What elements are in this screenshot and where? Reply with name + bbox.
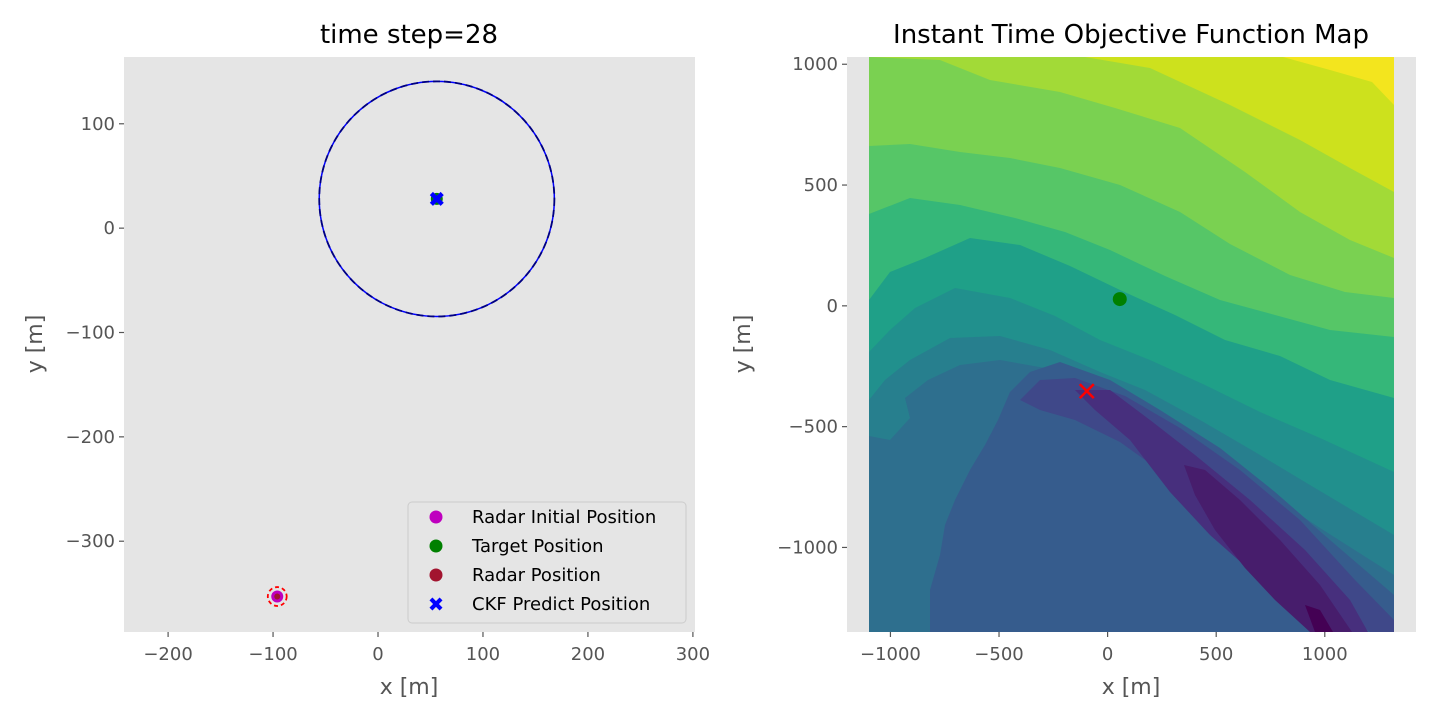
right-plot-xlabel: x [m] bbox=[1102, 675, 1161, 700]
legend-swatch bbox=[429, 510, 443, 524]
legend-label: Radar Position bbox=[472, 565, 601, 586]
x-tick-label: 0 bbox=[1102, 644, 1113, 665]
x-tick-label: 100 bbox=[466, 644, 500, 665]
x-tick-label: 300 bbox=[676, 644, 710, 665]
left-plot: −200 −100 0 100 200 300 −300 −200 −100 0 100 time … bbox=[23, 20, 710, 700]
right-plot-markers bbox=[1078, 292, 1127, 400]
x-tick-label: 0 bbox=[372, 644, 383, 665]
left-plot-title: time step=28 bbox=[320, 20, 498, 50]
legend-swatch bbox=[429, 539, 443, 553]
contour-level-13 bbox=[1184, 465, 1352, 632]
uncertainty-circle-1 bbox=[318, 80, 556, 318]
uncertainty-circle-2 bbox=[266, 586, 288, 607]
right-plot-ylabel: y [m] bbox=[731, 315, 756, 374]
optimum-marker bbox=[1078, 383, 1095, 400]
left-plot-legend: Radar Initial Position Target Position Rad… bbox=[407, 501, 687, 624]
radar-position-point bbox=[274, 593, 281, 600]
y-tick-label: −200 bbox=[66, 427, 115, 448]
y-tick-label: 0 bbox=[827, 296, 838, 317]
ckf-predict-position-point bbox=[429, 191, 444, 206]
target-marker bbox=[1112, 292, 1127, 307]
x-tick-label: −100 bbox=[248, 644, 297, 665]
x-tick-label: 200 bbox=[571, 644, 605, 665]
left-plot-circles bbox=[266, 80, 556, 607]
contour-level-14 bbox=[1305, 605, 1333, 632]
legend-label: Target Position bbox=[471, 536, 604, 557]
legend-label: Radar Initial Position bbox=[472, 507, 656, 528]
left-plot-xlabel: x [m] bbox=[380, 675, 439, 700]
left-plot-points bbox=[271, 191, 444, 603]
legend-item-radar-initial-position: Radar Initial Position bbox=[429, 507, 656, 528]
legend-label: CKF Predict Position bbox=[472, 594, 650, 615]
left-plot-ylabel: y [m] bbox=[23, 315, 48, 374]
objective-contour-fill bbox=[869, 57, 1394, 632]
x-tick-label: −200 bbox=[143, 644, 192, 665]
x-tick-label: −500 bbox=[974, 644, 1023, 665]
y-tick-label: −300 bbox=[66, 531, 115, 552]
legend-items: Radar Initial Position Target Position Rad… bbox=[429, 507, 656, 615]
legend-frame bbox=[407, 501, 687, 624]
legend-swatch bbox=[429, 568, 443, 582]
x-tick-label: 500 bbox=[1199, 644, 1233, 665]
y-tick-label: −1000 bbox=[777, 537, 838, 558]
legend-item-radar-position: Radar Position bbox=[429, 565, 601, 586]
right-plot-title: Instant Time Objective Function Map bbox=[893, 20, 1369, 50]
y-tick-label: 1000 bbox=[792, 54, 838, 75]
y-tick-label: 0 bbox=[104, 218, 115, 239]
y-tick-label: −500 bbox=[789, 417, 838, 438]
y-tick-label: 500 bbox=[804, 175, 838, 196]
legend-item-ckf-predict-position: CKF Predict Position bbox=[429, 594, 650, 615]
y-tick-label: −100 bbox=[66, 322, 115, 343]
right-plot-ticks: −1000 −500 0 500 1000 −1000 −500 0 500 1000 bbox=[777, 54, 1348, 665]
legend-swatch bbox=[429, 597, 443, 611]
right-plot: −1000 −500 0 500 1000 −1000 −500 0 500 1000 Insta… bbox=[731, 20, 1416, 700]
left-plot-ticks: −200 −100 0 100 200 300 −300 −200 −100 0 100 bbox=[66, 114, 711, 665]
x-tick-label: 1000 bbox=[1302, 644, 1348, 665]
x-tick-label: −1000 bbox=[860, 644, 921, 665]
legend-item-target-position: Target Position bbox=[429, 536, 604, 557]
y-tick-label: 100 bbox=[81, 114, 115, 135]
